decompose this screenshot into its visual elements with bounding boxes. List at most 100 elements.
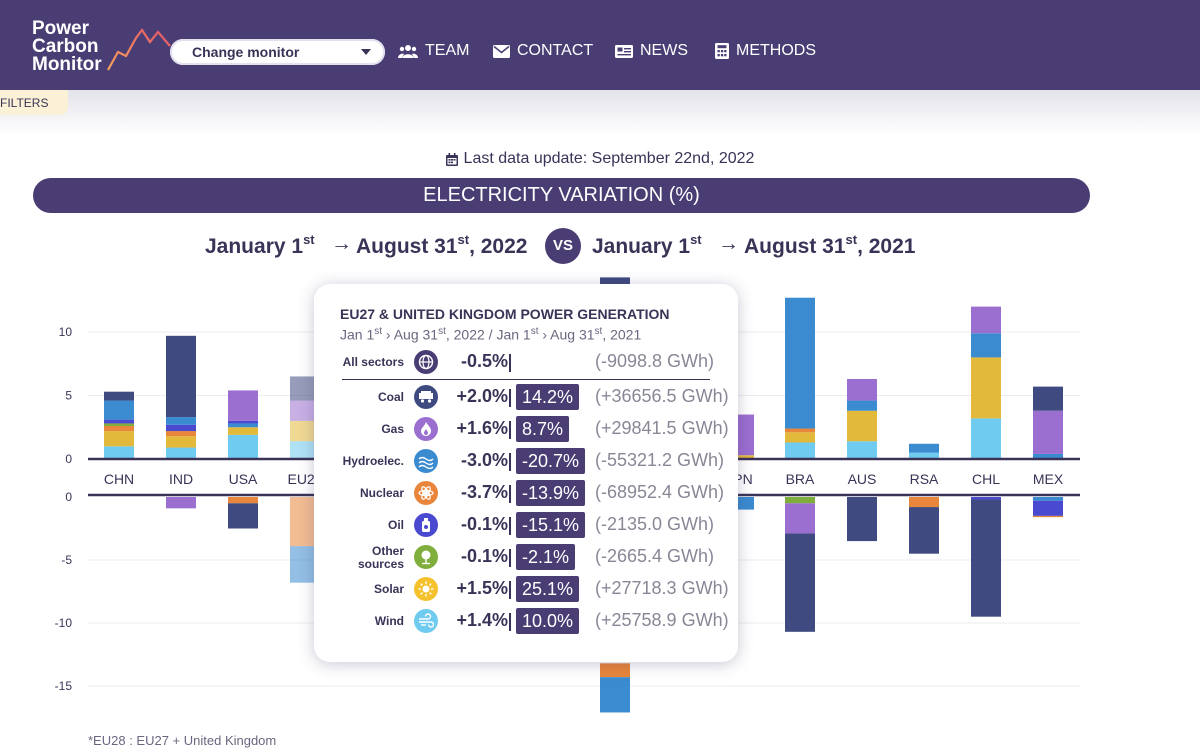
row-label: Coal (377, 390, 404, 404)
logo[interactable]: Power Carbon Monitor (32, 18, 102, 74)
bar-segment-USA-wind (228, 434, 258, 459)
row-separator (509, 485, 511, 503)
row-share-badge: 14.2% (516, 384, 580, 410)
x-tick-label-chn: CHN (104, 471, 134, 487)
coal-wagon-icon (414, 385, 438, 409)
newspaper-icon (615, 44, 633, 58)
row-label: Nuclear (359, 486, 404, 500)
bar-segment-AUS-ochre (847, 410, 877, 442)
row-pct: -0.1% (460, 546, 508, 566)
arrow-right-icon: → (718, 232, 739, 255)
bar-segment-AUS-hydroelec (847, 400, 877, 411)
row-pct: +2.0% (456, 386, 508, 406)
bar-segment-IND-oil (166, 424, 196, 432)
x-tick-label-usa: USA (229, 471, 258, 487)
bar-segment-BRA-gas (785, 503, 815, 534)
bar-segment-IND-nuclear (166, 431, 196, 437)
tooltip-row-solar: Solar +1.5% 25.1% (+27718.3 GWh) (314, 575, 738, 605)
nav-news[interactable]: NEWS (615, 42, 688, 60)
row-share-badge: 25.1% (516, 576, 580, 602)
monitor-select[interactable]: Change monitor (170, 39, 385, 65)
row-gwh: (+29841.5 GWh) (595, 418, 729, 438)
wind-icon (414, 609, 438, 633)
last-update-text: Last data update: September 22nd, 2022 (463, 150, 755, 167)
nav-methods[interactable]: METHODS (715, 42, 816, 60)
row-pct: -0.5% (460, 351, 508, 371)
bar-segment-MEX-gas (1033, 410, 1063, 454)
bar-segment-USA-ochre (228, 427, 258, 435)
x-tick-label-aus: AUS (848, 471, 877, 487)
current-period-start: January 1st (205, 232, 315, 258)
row-gwh: (+27718.3 GWh) (595, 578, 729, 598)
filters-tab[interactable]: FILTERS (0, 90, 68, 115)
row-separator (509, 549, 511, 567)
x-tick-label-bra: BRA (786, 471, 815, 487)
nav-team[interactable]: TEAM (398, 42, 469, 60)
bar-segment-AUS-wind (847, 441, 877, 459)
tooltip-row-coal: Coal +2.0% 14.2% (+36656.5 GWh) (314, 383, 738, 413)
bar-segment-BRA-othersources (785, 497, 815, 504)
y-tick-label: 0 (65, 452, 72, 466)
bar-segment-EU28-wind (290, 441, 320, 459)
row-label: All sectors (342, 355, 404, 369)
row-label: Gas (381, 422, 404, 436)
period-comparison: January 1st → August 31st, 2022 VS Janua… (0, 228, 1200, 264)
tooltip-subtitle: Jan 1st › Aug 31st, 2022 / Jan 1st › Aug… (340, 326, 642, 343)
row-gwh: (-2665.4 GWh) (595, 546, 715, 566)
header-shadow (0, 90, 1200, 135)
tooltip-row-oil: Oil -0.1% -15.1% (-2135.0 GWh) (314, 511, 738, 541)
x-tick-label-eu28: EU28 (287, 471, 322, 487)
bar-segment-CHL-gas (971, 306, 1001, 334)
section-title: ELECTRICITY VARIATION (%) (33, 178, 1090, 213)
row-label: Hydroelec. (342, 454, 404, 468)
row-gwh: (-9098.8 GWh) (595, 351, 715, 371)
country-tooltip: EU27 & UNITED KINGDOM POWER GENERATION J… (314, 284, 738, 662)
row-label: Oil (387, 518, 404, 532)
y-tick-label: 10 (59, 325, 73, 339)
bar-segment-CHN-oil (104, 419, 134, 424)
tooltip-divider (342, 379, 710, 380)
row-separator (509, 581, 511, 599)
nav-team-label: TEAM (425, 42, 470, 59)
tooltip-row-hydroelec: Hydroelec. -3.0% -20.7% (-55321.2 GWh) (314, 447, 738, 477)
bar-segment-JPN-ochre (724, 455, 754, 459)
x-tick-label-chl: CHL (972, 471, 1000, 487)
y-tick-label: 5 (65, 389, 72, 403)
row-separator (509, 613, 511, 631)
bar-segment-USA-oil (228, 420, 258, 424)
bar-segment-USA-gas (228, 390, 258, 421)
atom-icon (414, 481, 438, 505)
waves-icon (414, 449, 438, 473)
envelope-icon (493, 44, 510, 58)
bar-segment-IND-wind (166, 447, 196, 459)
bar-segment-USA-nuclear (228, 497, 258, 504)
bar-segment-CHN-othersources (104, 423, 134, 426)
row-pct: -3.0% (460, 450, 508, 470)
y-tick-label: -5 (61, 553, 72, 567)
row-pct: +1.4% (456, 610, 508, 630)
bar-segment-RSA-nuclear (909, 497, 939, 508)
row-share-badge: 8.7% (516, 416, 570, 442)
row-label: Wind (374, 614, 404, 628)
row-pct: -3.7% (460, 482, 508, 502)
bar-segment-MEX-coal (1033, 386, 1063, 411)
calendar-icon (445, 152, 458, 166)
bar-segment-AUS-gas (847, 378, 877, 401)
row-label: Solar (373, 582, 404, 596)
nav-contact[interactable]: CONTACT (493, 42, 593, 60)
row-label: Other sources (357, 544, 404, 571)
bar-segment-CHN-coal (104, 391, 134, 401)
bar-segment-BRA-hydroelec (785, 297, 815, 429)
bar-segment-MEX-nuclear (1033, 515, 1063, 518)
bar-segment-CHN-hydroelec (104, 400, 134, 420)
bar-segment-BRA-ochre (785, 432, 815, 443)
x-tick-label-ind: IND (169, 471, 193, 487)
row-gwh: (+25758.9 GWh) (595, 610, 729, 630)
logo-line: Power (32, 18, 90, 39)
nav-news-label: NEWS (640, 42, 688, 59)
row-share-badge: -2.1% (516, 544, 576, 570)
current-period-end: August 31st, 2022 (356, 232, 528, 258)
vs-badge: VS (545, 228, 581, 264)
bar-segment-AUS-coal (847, 497, 877, 542)
previous-period-end: August 31st, 2021 (744, 232, 916, 258)
